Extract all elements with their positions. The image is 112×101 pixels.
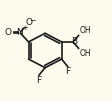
Text: OH: OH — [79, 26, 91, 35]
Text: B: B — [71, 37, 77, 46]
Text: −: − — [29, 16, 35, 25]
Text: O: O — [4, 28, 11, 37]
Text: +: + — [22, 25, 28, 31]
Text: O: O — [26, 18, 33, 27]
Text: F: F — [36, 76, 41, 85]
Text: F: F — [66, 67, 71, 76]
Text: N: N — [16, 28, 23, 37]
Text: OH: OH — [79, 49, 91, 58]
